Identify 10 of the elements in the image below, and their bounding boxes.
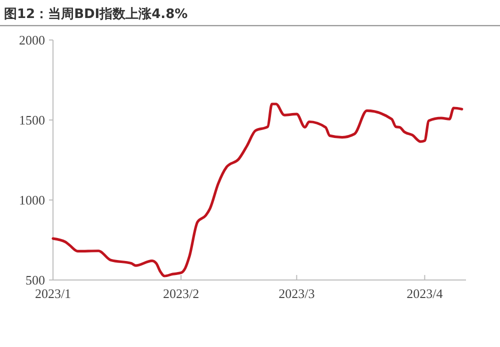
- y-tick-label: 1500: [19, 112, 45, 128]
- y-tick-label: 2000: [19, 32, 45, 48]
- x-tick-label: 2023/3: [278, 286, 315, 301]
- x-tick-label: 2023/2: [162, 286, 200, 301]
- chart-title: 图12：当周BDI指数上涨4.8%: [4, 7, 188, 22]
- y-tick-label: 500: [26, 272, 45, 288]
- line-series: [52, 102, 464, 278]
- y-tick-label: 1000: [19, 192, 45, 208]
- x-tick-label: 2023/4: [406, 286, 444, 301]
- x-tick-label: 2023/1: [34, 286, 72, 301]
